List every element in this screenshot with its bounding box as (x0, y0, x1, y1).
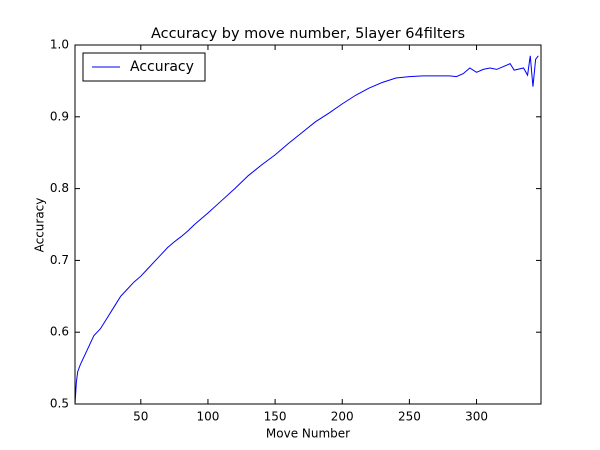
x-tick-label: 50 (133, 410, 148, 424)
data-line (74, 55, 539, 405)
legend-label: Accuracy (130, 59, 194, 75)
x-tick-label: 200 (331, 410, 354, 424)
x-tick-label: 150 (264, 410, 287, 424)
y-tick-label: 1.0 (50, 38, 69, 52)
y-axis-label: Accuracy (33, 198, 47, 253)
x-tick-label: 300 (465, 410, 488, 424)
plot-frame (74, 44, 542, 405)
y-tick-label: 0.8 (50, 181, 69, 195)
y-tick-label: 0.6 (50, 325, 69, 339)
y-tick-label: 0.7 (50, 253, 69, 267)
x-axis-label: Move Number (266, 427, 350, 441)
y-tick-label: 0.9 (50, 109, 69, 123)
y-tick-label: 0.5 (50, 397, 69, 411)
chart-title: Accuracy by move number, 5layer 64filter… (151, 26, 465, 42)
x-tick-label: 250 (398, 410, 421, 424)
x-tick-label: 100 (196, 410, 219, 424)
